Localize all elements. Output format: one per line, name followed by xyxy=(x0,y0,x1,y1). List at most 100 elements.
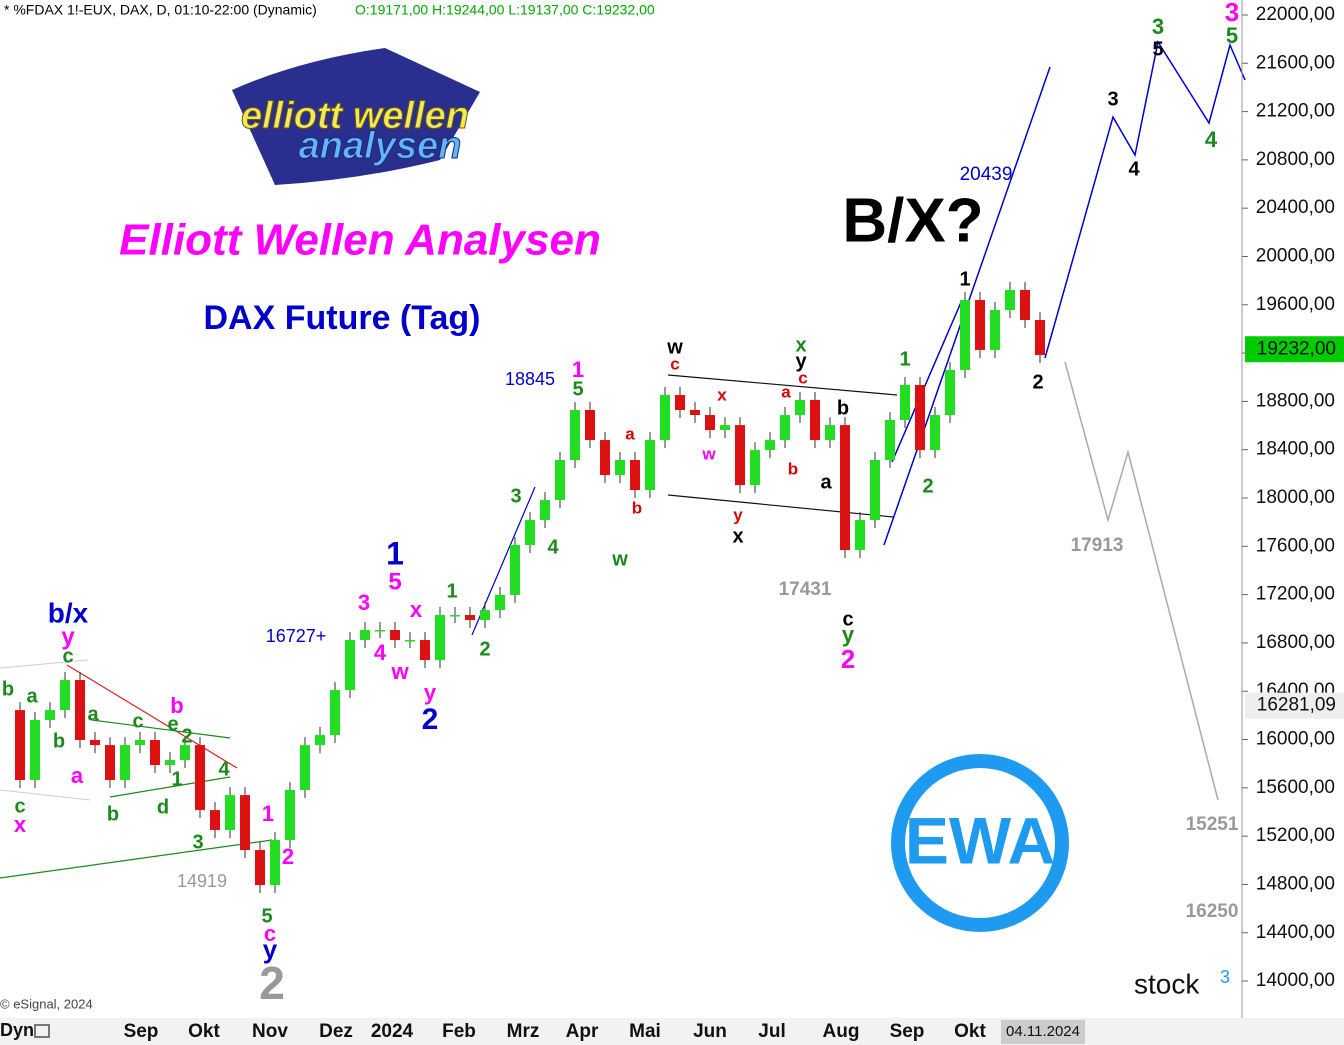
candle xyxy=(195,745,205,811)
candle xyxy=(735,425,745,486)
candle xyxy=(870,459,880,520)
candle xyxy=(945,370,955,416)
candle xyxy=(630,459,640,491)
current-date-box xyxy=(1001,1020,1085,1044)
y-tick-label: 15600,00 xyxy=(1256,777,1335,798)
candle xyxy=(435,615,445,661)
x-axis-strip xyxy=(0,1018,1344,1045)
candle xyxy=(420,640,430,661)
y-tick-label: 19600,00 xyxy=(1256,294,1335,315)
price-label: 17431 xyxy=(779,579,832,600)
x-tick-label: Dez xyxy=(319,1021,353,1042)
wave-label: c xyxy=(670,354,679,373)
candle xyxy=(255,850,265,886)
candle xyxy=(480,610,490,620)
wave-label: 2 xyxy=(259,957,285,1009)
ewa-logo: EWA xyxy=(891,754,1069,932)
wave-label: x xyxy=(410,597,423,622)
candle xyxy=(165,760,175,766)
wave-label: a xyxy=(71,763,84,788)
wave-label: x xyxy=(717,385,727,404)
wave-label: b xyxy=(788,459,798,478)
candle xyxy=(810,399,820,441)
wave-label: c xyxy=(798,368,807,387)
candle xyxy=(60,679,70,711)
wave-label: 5 xyxy=(1152,38,1163,60)
y-tick-label: 18400,00 xyxy=(1256,439,1335,460)
wave-label: w xyxy=(666,336,683,358)
candle xyxy=(285,790,295,841)
price-label: 20439 xyxy=(960,164,1013,185)
y-tick-label: 17600,00 xyxy=(1256,535,1335,556)
candle xyxy=(330,690,340,736)
candle xyxy=(360,630,370,641)
candle xyxy=(705,415,715,431)
candle xyxy=(240,795,250,851)
candle xyxy=(210,810,220,830)
subtitle: DAX Future (Tag) xyxy=(203,299,480,337)
plot-area xyxy=(15,281,1045,894)
wave-label: 5 xyxy=(1226,23,1238,48)
candle xyxy=(150,740,160,766)
y-tick-label: 22000,00 xyxy=(1256,4,1335,25)
wave-label: 1 xyxy=(446,580,457,602)
wave-label: d xyxy=(157,796,169,818)
candle xyxy=(615,459,625,476)
price-label: 16727+ xyxy=(266,626,327,646)
candle xyxy=(555,459,565,501)
candle xyxy=(15,710,25,780)
candle xyxy=(795,399,805,416)
candle xyxy=(345,640,355,691)
wave-label: b/x xyxy=(48,597,89,628)
candle xyxy=(960,299,970,371)
wave-label: 3 xyxy=(358,590,370,615)
candle xyxy=(1020,289,1030,321)
wave-label: b xyxy=(837,397,849,419)
wave-label: a xyxy=(820,471,832,493)
candle xyxy=(405,640,415,642)
candle xyxy=(930,415,940,451)
wave-label: 5 xyxy=(388,568,401,595)
candle xyxy=(1035,320,1045,356)
wave-label: 3 xyxy=(510,485,521,507)
wave-label: a xyxy=(625,424,635,443)
wave-label: a xyxy=(781,382,791,401)
y-tick-label: 15200,00 xyxy=(1256,825,1335,846)
x-tick-label: Apr xyxy=(566,1021,599,1042)
candle xyxy=(855,519,865,551)
candle xyxy=(375,630,385,632)
wave-label: 5 xyxy=(261,905,272,927)
y-tick-label: 18800,00 xyxy=(1256,390,1335,411)
price-label: 18845 xyxy=(505,369,555,389)
logo: elliott wellen analysen xyxy=(232,48,480,185)
wave-label: 1 xyxy=(386,535,404,571)
wave-label: b xyxy=(107,803,119,825)
wave-label: 2 xyxy=(422,703,439,736)
candle xyxy=(600,440,610,476)
stock-logo: stock xyxy=(1134,968,1200,999)
x-tick-label: Feb xyxy=(442,1021,476,1042)
symbol-info: * %FDAX 1!-EUX, DAX, D, 01:10-22:00 (Dyn… xyxy=(4,2,317,18)
candle xyxy=(495,594,505,611)
wave-label: e xyxy=(167,713,178,735)
x-tick-label: Jul xyxy=(758,1021,785,1042)
wave-label: 2 xyxy=(841,644,855,674)
ewa-text: EWA xyxy=(905,803,1055,877)
current-date: 04.11.2024 xyxy=(1006,1023,1080,1040)
wave-label: 4 xyxy=(547,536,559,558)
candle xyxy=(825,425,835,441)
candle xyxy=(450,615,460,617)
price-label: 17913 xyxy=(1071,535,1124,556)
wave-label: 3 xyxy=(1152,14,1164,39)
wave-label: y xyxy=(795,350,807,372)
stock-logo-sup: 3 xyxy=(1220,967,1230,987)
wave-label: 2 xyxy=(1032,371,1043,393)
y-tick-label: 18000,00 xyxy=(1256,487,1335,508)
x-tick-label: Mrz xyxy=(507,1021,540,1042)
candle xyxy=(510,544,520,595)
headline: B/X? xyxy=(842,186,983,255)
price-label: 16250 xyxy=(1186,901,1239,922)
wave-label: a xyxy=(26,685,38,707)
y-tick-label: 14000,00 xyxy=(1256,970,1335,991)
